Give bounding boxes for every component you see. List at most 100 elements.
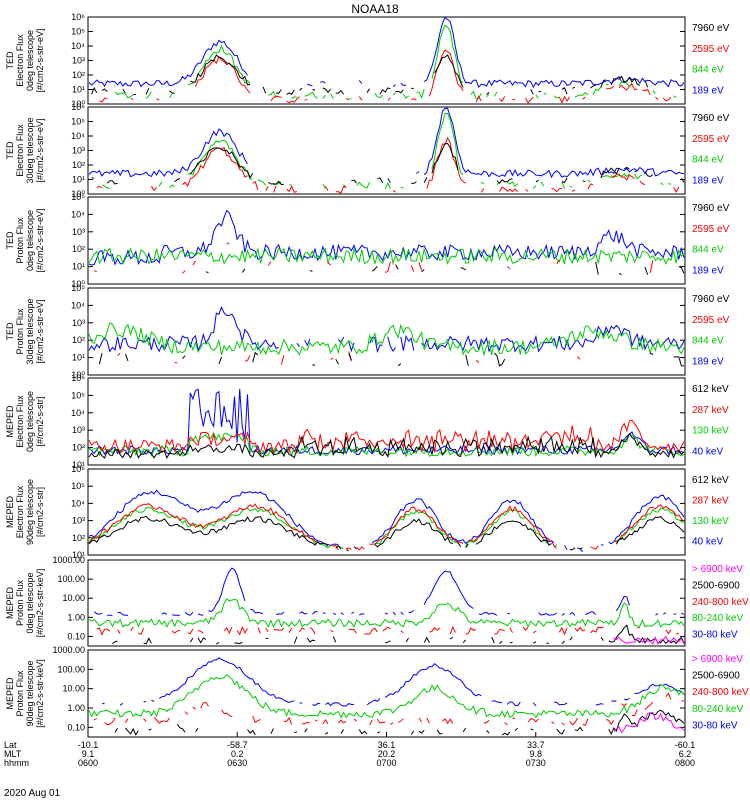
y-tick-label: 10¹	[72, 550, 85, 560]
legend-entry: 2595 eV	[692, 44, 730, 55]
series-line	[93, 692, 685, 726]
series-line	[88, 506, 685, 550]
y-tick-label: 0.10	[67, 631, 85, 641]
legend-entry: 844 eV	[692, 65, 724, 76]
y-tick-label: 100.00	[57, 574, 85, 584]
y-axis-label: [#/cm2-s-str-eV]	[35, 208, 45, 272]
legend-entry: 80-240 keV	[692, 613, 743, 624]
legend-entry: 40 keV	[692, 446, 723, 457]
legend-entry: 2595 eV	[692, 134, 730, 145]
panel-8: 0.10 1.00 10.00 100.00 1000.00 MEPED Proton Fl…	[5, 645, 749, 738]
y-tick-label: 10⁵	[71, 283, 85, 293]
y-axis-label: [#/cm2-s-str-keV]	[35, 569, 45, 638]
y-tick-label: 10⁶	[71, 464, 85, 474]
x-tick-label-mlt: 9.1	[82, 749, 95, 759]
y-axis-label: TED	[5, 322, 15, 341]
x-tick-label-hhmm: 0630	[227, 758, 247, 768]
x-tick-label-lat: -58.7	[227, 740, 248, 750]
x-tick-label-mlt: 0.2	[231, 749, 244, 759]
x-tick-label-hhmm: 0600	[78, 758, 98, 768]
y-axis-label: [#/cm2-s-str]	[35, 487, 45, 537]
y-axis-label: Proton Flux	[15, 308, 25, 355]
y-axis-label: Electron Flux	[15, 485, 25, 538]
y-tick-label: 10⁴	[71, 131, 85, 141]
y-axis-label: TED	[5, 231, 15, 250]
series-line	[115, 25, 681, 99]
y-axis-label: [#/cm2-s-str-keV]	[35, 659, 45, 728]
series-line	[88, 209, 685, 266]
legend-entry: 2595 eV	[692, 315, 730, 326]
legend-entry: 844 eV	[692, 336, 724, 347]
panel-frame	[87, 468, 686, 556]
series-line	[88, 247, 685, 266]
legend-entry: 189 eV	[692, 175, 724, 186]
y-axis-label: 30deg telescope	[25, 298, 35, 364]
y-axis-label: Proton Flux	[15, 579, 25, 626]
y-axis-label: TED	[5, 141, 15, 160]
series-line	[97, 138, 684, 193]
legend-entry: 240-800 keV	[692, 687, 749, 698]
y-tick-label: 10.00	[62, 684, 85, 694]
series-line	[112, 624, 685, 645]
series-line	[88, 306, 685, 354]
y-tick-label: 10⁵	[71, 27, 85, 37]
series-line	[88, 322, 685, 357]
legend-entry: 40 keV	[692, 537, 723, 548]
x-axis-row-label: MLT	[4, 749, 22, 759]
y-axis-label: MEPED	[5, 405, 15, 438]
series-line	[88, 673, 685, 719]
series-line	[92, 55, 669, 95]
x-tick-label-lat: -10.1	[78, 740, 99, 750]
panel-frame	[87, 559, 686, 647]
legend-entry: 612 keV	[692, 475, 729, 486]
y-axis-label: 90deg telescope	[25, 660, 35, 726]
y-axis-label: 0deg telescope	[25, 572, 35, 633]
x-tick-label-hhmm: 0730	[526, 758, 546, 768]
y-tick-label: 10⁰	[71, 279, 85, 289]
panel-3: 10⁰ 10¹ 10² 10³ 10⁴ 10⁵ TED Proton Flux 0deg tel…	[5, 192, 730, 289]
y-axis-label: MEPED	[5, 496, 15, 529]
legend-entry: > 6900 keV	[692, 654, 743, 665]
y-axis-label: TED	[5, 51, 15, 70]
y-axis-label: Proton Flux	[15, 670, 25, 717]
series-line	[91, 142, 685, 186]
series-line	[88, 432, 685, 459]
y-tick-label: 10³	[72, 425, 85, 435]
legend-entry: 130 keV	[692, 426, 729, 437]
panel-6: 10¹ 10² 10³ 10⁴ 10⁵ 10⁶ MEPED Electron Flux 90de…	[5, 464, 729, 560]
y-tick-label: 0.10	[67, 722, 85, 732]
panel-frame	[87, 287, 686, 376]
x-axis-row-label: Lat	[4, 740, 17, 750]
y-tick-label: 10²	[72, 244, 85, 254]
x-tick-label-mlt: 9.8	[529, 749, 542, 759]
series-line	[88, 419, 685, 455]
panel-frame	[87, 377, 686, 466]
y-tick-label: 10²	[72, 70, 85, 80]
series-line	[114, 709, 685, 736]
y-tick-label: 1.00	[67, 703, 85, 713]
y-tick-label: 10⁴	[71, 41, 85, 51]
y-axis-label: [#/cm2-s-str-eV]	[35, 118, 45, 182]
panel-2: 10⁰ 10¹ 10² 10³ 10⁴ 10⁵ 10⁶ TED Electron Flux 30d…	[5, 102, 730, 199]
legend-entry: 287 keV	[692, 496, 729, 507]
y-tick-label: 10⁴	[71, 209, 85, 219]
y-tick-label: 10²	[72, 443, 85, 453]
y-tick-label: 10⁴	[71, 300, 85, 310]
y-axis-label: 0deg telescope	[25, 30, 35, 91]
y-tick-label: 10⁴	[71, 408, 85, 418]
legend-entry: 7960 eV	[692, 294, 730, 305]
y-axis-label: [#/cm2-s-str-eV]	[35, 299, 45, 363]
series-line	[88, 489, 685, 553]
x-tick-label-mlt: 20.2	[378, 749, 396, 759]
y-tick-label: 10²	[72, 160, 85, 170]
legend-entry: 2595 eV	[692, 224, 730, 235]
legend-entry: 80-240 keV	[692, 704, 743, 715]
legend-entry: 7960 eV	[692, 23, 730, 34]
y-tick-label: 10³	[72, 146, 85, 156]
y-tick-label: 10⁵	[71, 390, 85, 400]
series-line	[93, 567, 685, 616]
series-line	[88, 388, 685, 456]
series-line	[88, 16, 685, 89]
legend-entry: 130 keV	[692, 516, 729, 527]
